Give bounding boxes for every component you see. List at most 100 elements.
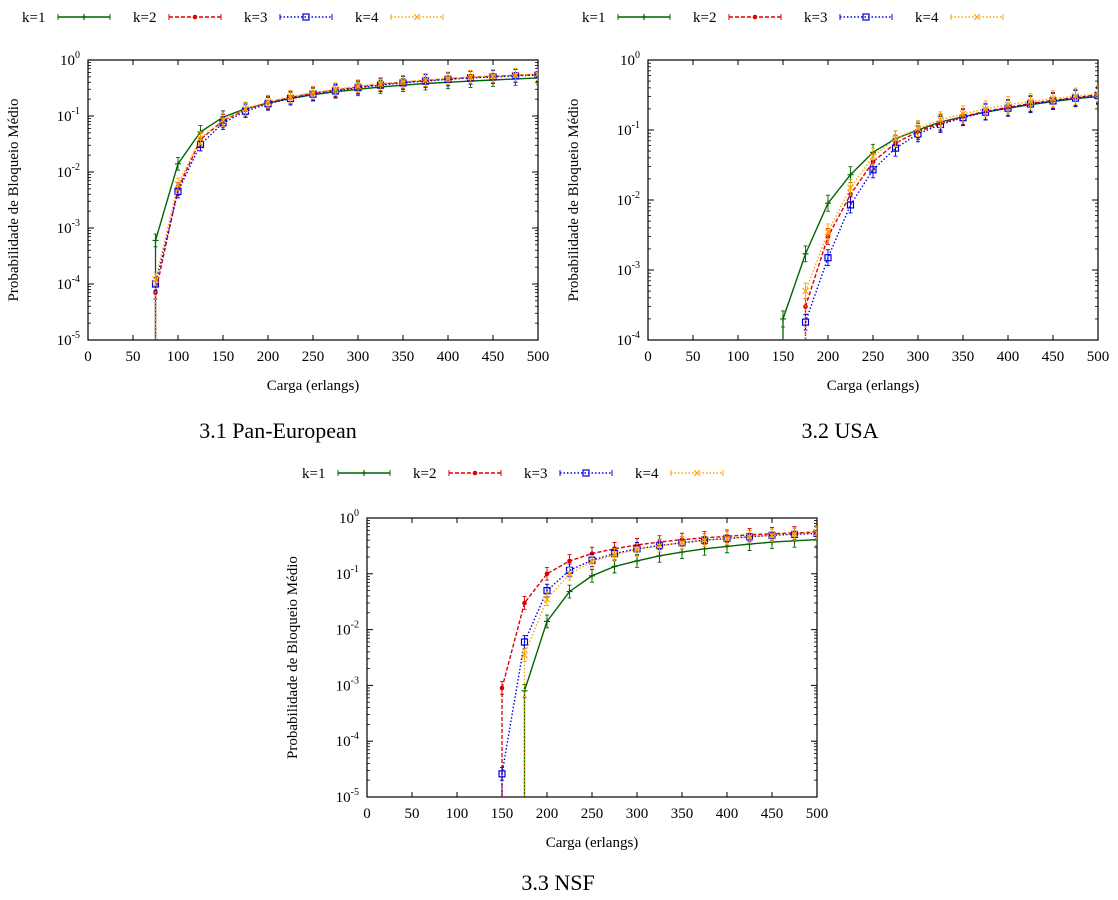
data-point: [633, 546, 641, 554]
data-point: [869, 152, 877, 160]
y-tick-base: 10: [60, 53, 75, 69]
legend-marker: [693, 469, 701, 477]
legend-swatch-cap: [448, 470, 502, 476]
y-tick-exponent: -4: [351, 731, 359, 742]
plot-area: [498, 525, 817, 797]
series-line: [154, 73, 538, 293]
data-point: [679, 549, 685, 556]
legend-label: k=3: [804, 10, 827, 26]
data-point: [588, 558, 596, 566]
y-tick-label: 100: [60, 50, 80, 69]
caption-pan-european: 3.1 Pan-European: [199, 418, 357, 443]
y-tick-base: 10: [617, 263, 632, 279]
x-tick-label: 0: [363, 806, 371, 822]
legend-marker: [641, 14, 647, 20]
data-point: [309, 89, 317, 97]
y-axis-label: Probabilidade de Bloqueio Médio: [566, 99, 582, 302]
data-point: [892, 135, 899, 143]
y-tick-exponent: -5: [351, 787, 359, 798]
legend-marker: [973, 13, 981, 21]
data-point: [824, 254, 832, 262]
y-axis-label: Probabilidade de Bloqueio Médio: [285, 556, 301, 759]
data-point: [914, 125, 922, 132]
y-tick-exponent: -1: [72, 106, 80, 117]
legend-marker: [192, 14, 198, 20]
y-tick-base: 10: [336, 678, 351, 694]
x-tick-label: 450: [761, 806, 784, 822]
data-point: [802, 287, 809, 295]
y-tick-label: 10-5: [336, 787, 359, 806]
y-tick-exponent: -4: [72, 274, 80, 285]
legend-marker: [862, 13, 870, 21]
x-tick-label: 100: [167, 349, 190, 365]
data-point: [354, 82, 362, 90]
legend-label: k=2: [133, 10, 156, 26]
x-tick-label: 400: [997, 349, 1020, 365]
y-tick-exponent: -5: [72, 330, 80, 341]
y-tick-exponent: -3: [72, 218, 80, 229]
error-bar: [536, 68, 538, 82]
series-line: [154, 73, 538, 280]
legend-label: k=4: [355, 10, 379, 26]
series-k=3: [151, 68, 538, 340]
data-point: [678, 539, 686, 547]
data-point: [521, 651, 528, 659]
x-tick-label: 300: [347, 349, 370, 365]
y-tick-label: 10-4: [617, 330, 640, 349]
error-bar: [536, 67, 538, 81]
legend: k=1 k=2 k=3 k=4: [582, 10, 1004, 26]
x-tick-label: 500: [527, 349, 550, 365]
x-tick-label: 200: [536, 806, 559, 822]
series-line: [804, 93, 1098, 307]
data-point: [512, 71, 519, 79]
data-point: [498, 770, 506, 778]
x-tick-label: 500: [1087, 349, 1110, 365]
error-bar: [1096, 85, 1098, 103]
x-tick-label: 250: [862, 349, 885, 365]
x-tick-label: 450: [1042, 349, 1065, 365]
data-point: [656, 552, 663, 559]
legend-marker: [472, 470, 478, 476]
legend-label: k=4: [915, 10, 939, 26]
y-tick-base: 10: [57, 221, 72, 237]
legend-label: k=2: [693, 10, 716, 26]
data-point: [566, 588, 573, 595]
series-line: [154, 77, 538, 241]
plot-area: [151, 67, 538, 340]
error-bar: [1096, 86, 1098, 104]
legend-label: k=2: [413, 466, 436, 482]
error-bar: [522, 635, 527, 649]
y-tick-label: 10-1: [617, 120, 640, 139]
x-tick-label: 300: [907, 349, 930, 365]
chart-2: 0 50 100 150 200 250 300 350 400 450 50010-410-310…: [566, 10, 1109, 394]
data-point: [489, 72, 497, 80]
data-point: [377, 80, 384, 88]
y-tick-label: 10-5: [57, 330, 80, 349]
error-bar: [815, 526, 817, 541]
series-k=1: [521, 532, 817, 797]
y-tick-exponent: 0: [635, 50, 640, 61]
y-tick-exponent: -1: [351, 564, 359, 575]
data-point: [768, 531, 776, 539]
x-tick-label: 200: [257, 349, 280, 365]
series-line: [523, 538, 817, 692]
legend-swatch-cap: [337, 470, 391, 476]
series-k=2: [803, 86, 1098, 340]
x-tick-label: 0: [644, 349, 652, 365]
data-point: [589, 572, 595, 579]
data-point: [701, 536, 708, 544]
y-tick-exponent: 0: [354, 508, 359, 519]
legend-label: k=4: [635, 466, 659, 482]
series-k=2: [153, 67, 538, 340]
data-point: [780, 315, 786, 322]
x-axis-label: Carga (erlangs): [827, 378, 920, 394]
y-tick-base: 10: [336, 567, 351, 583]
y-tick-base: 10: [617, 193, 632, 209]
legend-marker: [302, 13, 310, 21]
series-line: [501, 532, 817, 774]
x-tick-label: 150: [491, 806, 514, 822]
legend-swatch-cap: [617, 14, 671, 20]
series-k=1: [152, 71, 538, 340]
caption-usa: 3.2 USA: [801, 418, 879, 443]
